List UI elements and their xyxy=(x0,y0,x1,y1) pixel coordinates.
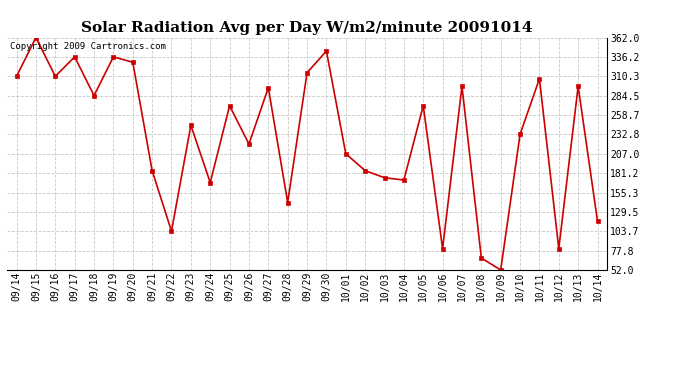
Title: Solar Radiation Avg per Day W/m2/minute 20091014: Solar Radiation Avg per Day W/m2/minute … xyxy=(81,21,533,35)
Text: Copyright 2009 Cartronics.com: Copyright 2009 Cartronics.com xyxy=(10,42,166,51)
